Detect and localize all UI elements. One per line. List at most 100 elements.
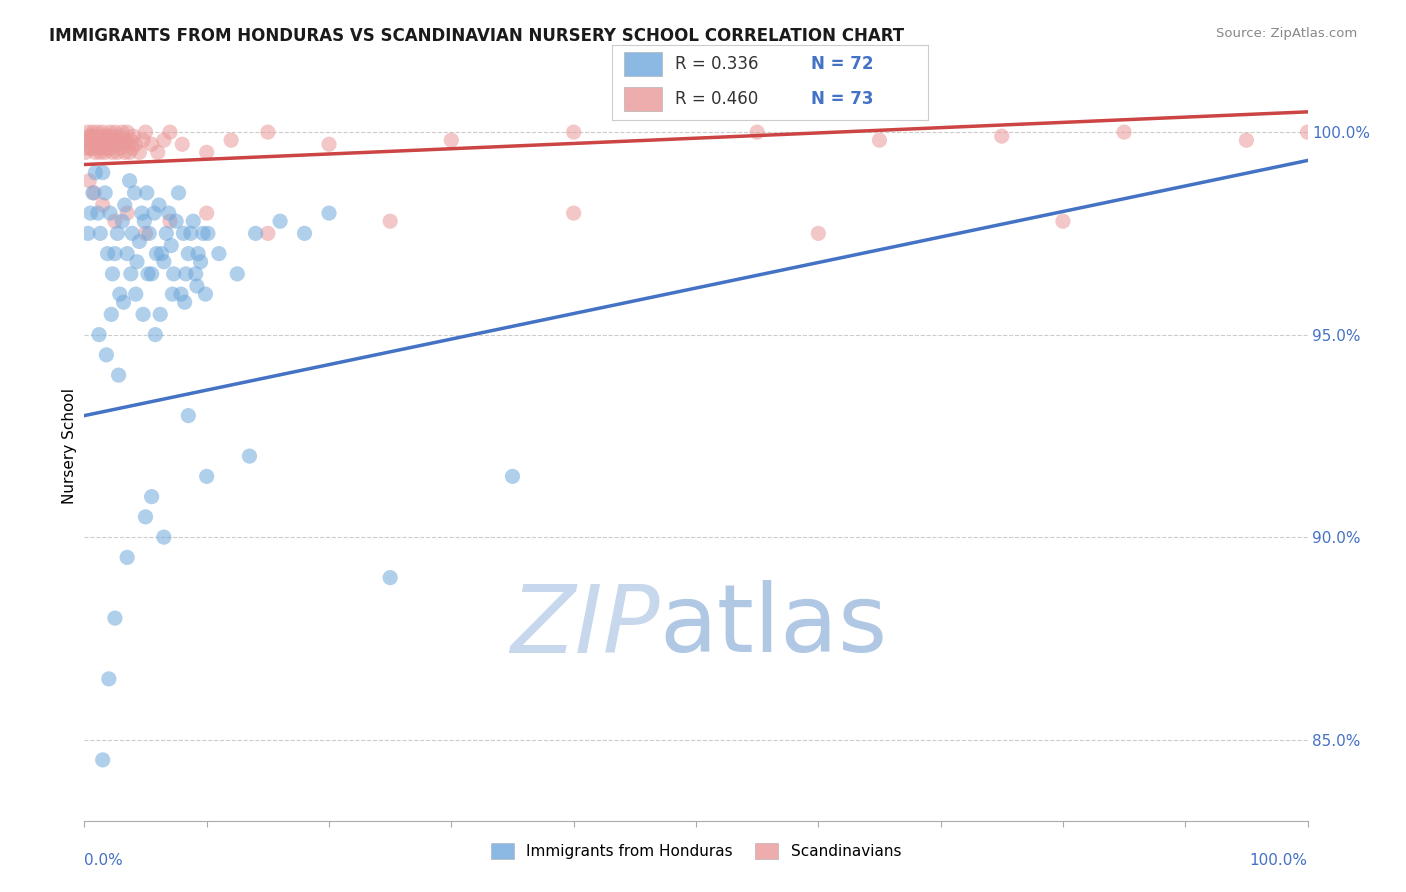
Point xyxy=(87,137,110,152)
Text: 100.0%: 100.0% xyxy=(1250,853,1308,868)
Point xyxy=(135,125,157,139)
Point xyxy=(562,206,585,220)
Point xyxy=(162,287,184,301)
Point xyxy=(100,141,122,155)
Point xyxy=(89,227,111,241)
Point xyxy=(172,137,194,152)
Point xyxy=(1114,125,1136,139)
Point xyxy=(100,137,122,152)
Point xyxy=(502,469,524,483)
Point xyxy=(115,206,138,220)
Point xyxy=(84,141,107,155)
Point xyxy=(100,307,122,321)
Point xyxy=(163,267,186,281)
Point xyxy=(747,125,769,139)
Point xyxy=(150,246,173,260)
Point xyxy=(84,166,107,180)
Point xyxy=(96,129,118,144)
Point xyxy=(79,206,101,220)
Point xyxy=(97,129,120,144)
Point xyxy=(562,125,585,139)
Point xyxy=(174,267,197,281)
Point xyxy=(87,327,110,342)
Point xyxy=(98,206,121,220)
Point xyxy=(82,186,104,200)
Point xyxy=(112,137,135,152)
Point xyxy=(257,227,280,241)
Point xyxy=(115,133,138,147)
Point xyxy=(143,327,166,342)
Point xyxy=(141,267,163,281)
Point xyxy=(104,611,127,625)
Point xyxy=(84,145,107,160)
Point xyxy=(208,246,231,260)
Bar xyxy=(624,87,662,112)
Point xyxy=(257,125,280,139)
Point xyxy=(107,133,129,147)
Text: atlas: atlas xyxy=(659,580,887,673)
Point xyxy=(87,206,110,220)
Point xyxy=(101,267,124,281)
Point xyxy=(807,227,830,241)
Point xyxy=(75,145,97,160)
Point xyxy=(77,125,100,139)
Point xyxy=(115,125,138,139)
Point xyxy=(159,214,181,228)
Point xyxy=(135,509,157,524)
Point xyxy=(98,125,121,139)
Point xyxy=(118,174,141,188)
Point xyxy=(143,206,166,220)
Point xyxy=(195,469,218,483)
Point xyxy=(226,267,249,281)
Point xyxy=(83,186,105,200)
Point xyxy=(138,227,160,241)
Point xyxy=(153,133,176,147)
Point xyxy=(124,186,146,200)
Point xyxy=(97,133,120,147)
Point xyxy=(170,287,193,301)
Point xyxy=(195,206,218,220)
Point xyxy=(80,141,103,155)
Point xyxy=(128,235,150,249)
Point xyxy=(134,214,156,228)
Point xyxy=(245,227,267,241)
Point xyxy=(93,137,115,152)
Point xyxy=(90,133,112,147)
Point xyxy=(79,141,101,155)
Point xyxy=(380,571,402,585)
Point xyxy=(219,133,242,147)
Point xyxy=(159,125,181,139)
Point xyxy=(90,141,112,155)
Point xyxy=(1052,214,1074,228)
Point xyxy=(136,267,159,281)
Point xyxy=(125,137,148,152)
Point xyxy=(118,145,141,160)
Point xyxy=(153,530,176,544)
Point xyxy=(153,254,176,268)
Point xyxy=(77,133,100,147)
Point xyxy=(104,214,127,228)
Point xyxy=(190,254,212,268)
Y-axis label: Nursery School: Nursery School xyxy=(62,388,77,504)
Point xyxy=(94,186,117,200)
Point xyxy=(157,206,180,220)
Text: 0.0%: 0.0% xyxy=(84,853,124,868)
Point xyxy=(1296,125,1319,139)
Point xyxy=(121,141,143,155)
Point xyxy=(77,227,100,241)
Point xyxy=(105,227,128,241)
Point xyxy=(167,186,190,200)
Point xyxy=(318,137,340,152)
Point xyxy=(869,133,891,147)
Text: Source: ZipAtlas.com: Source: ZipAtlas.com xyxy=(1216,27,1357,40)
Point xyxy=(121,227,143,241)
Point xyxy=(97,141,120,155)
Point xyxy=(83,129,105,144)
Point xyxy=(160,238,183,252)
Point xyxy=(97,246,120,260)
Point xyxy=(97,672,120,686)
Point xyxy=(94,145,117,160)
Point xyxy=(380,214,402,228)
Point xyxy=(177,409,200,423)
Point xyxy=(117,137,139,152)
